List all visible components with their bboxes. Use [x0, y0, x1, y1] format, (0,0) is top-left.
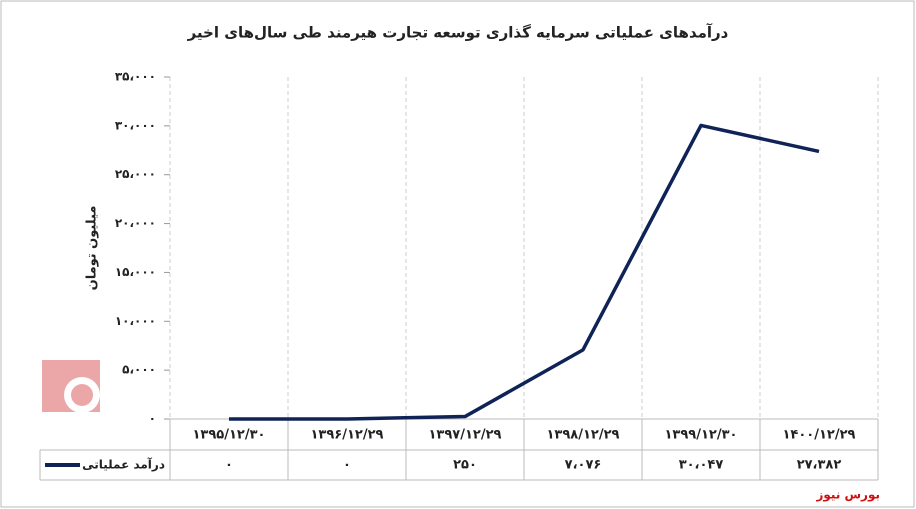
line-series	[229, 123, 820, 421]
y-tick-label: ۱۵،۰۰۰	[115, 265, 156, 279]
y-tick-label: ۲۰،۰۰۰	[115, 216, 156, 230]
y-tick-label: ۵،۰۰۰	[122, 363, 156, 377]
y-tick-label: ۱۰،۰۰۰	[115, 314, 156, 328]
x-tick-label: ۱۳۹۸/۱۲/۲۹	[547, 428, 620, 443]
y-tick-label: ۲۵،۰۰۰	[115, 167, 156, 181]
x-tick-label: ۱۳۹۹/۱۲/۳۰	[665, 428, 738, 443]
table-value: ۲۵۰	[453, 458, 477, 473]
table-value: ۰	[225, 458, 233, 473]
table-value: ۷،۰۷۶	[565, 458, 602, 473]
x-tick-label: ۱۴۰۰/۱۲/۲۹	[783, 428, 856, 443]
watermark-logo	[42, 360, 100, 413]
table-value: ۰	[343, 458, 351, 473]
y-tick-label: ۳۰،۰۰۰	[115, 118, 156, 132]
y-tick-label: ۰	[149, 412, 156, 426]
table-value: ۳۰،۰۴۷	[679, 458, 724, 473]
y-tick-label: ۳۵،۰۰۰	[115, 70, 156, 84]
x-tick-label: ۱۳۹۷/۱۲/۲۹	[429, 428, 502, 443]
table-value: ۲۷،۳۸۲	[797, 458, 842, 473]
chart-title: درآمدهای عملیاتی سرمایه گذاری توسعه تجار…	[187, 24, 729, 42]
x-tick-label: ۱۳۹۶/۱۲/۲۹	[311, 428, 384, 443]
y-axis-label: میلیون تومان	[85, 206, 100, 291]
x-tick-label: ۱۳۹۵/۱۲/۳۰	[193, 428, 266, 443]
legend-label: درآمد عملیاتی	[82, 457, 165, 472]
source: بورس نیوز	[815, 488, 880, 503]
